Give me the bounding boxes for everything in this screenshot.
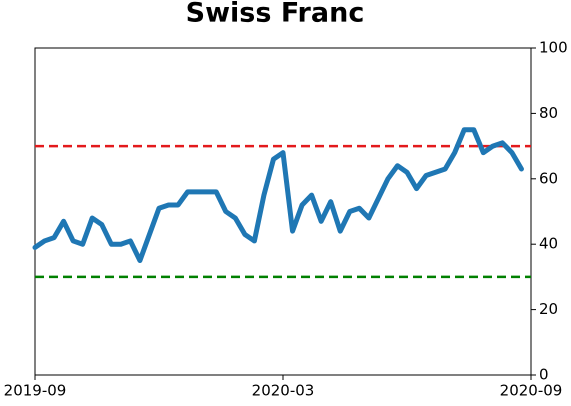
x-tick-label: 2019-09: [4, 382, 67, 400]
y-tick-label: 0: [539, 366, 549, 384]
y-tick-label: 60: [539, 169, 558, 187]
y-tick-label: 80: [539, 104, 558, 122]
plot-frame: [34, 47, 532, 376]
x-tick-label: 2020-09: [500, 382, 563, 400]
chart-title: Swiss Franc: [186, 0, 365, 29]
data-line: [32, 127, 524, 264]
y-tick-label: 40: [539, 235, 558, 253]
y-tick-label: 100: [539, 39, 568, 57]
y-tick-label: 20: [539, 300, 558, 318]
x-tick-label: 2020-03: [252, 382, 315, 400]
